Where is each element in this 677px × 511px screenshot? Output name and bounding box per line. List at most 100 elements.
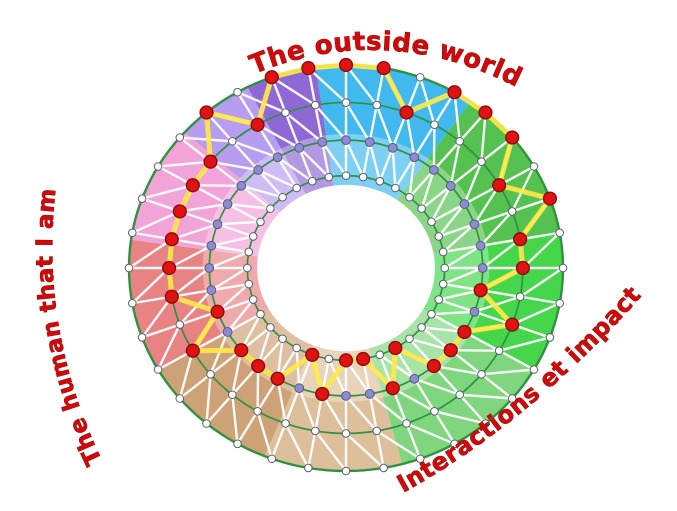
inner-lighten-band — [202, 134, 490, 402]
grid-node — [555, 298, 565, 308]
wheel-graphic — [124, 57, 568, 476]
grid-node — [375, 176, 385, 186]
grid-node — [341, 171, 351, 180]
level-node — [305, 347, 320, 362]
grid-node — [364, 137, 375, 147]
grid-node — [438, 247, 448, 257]
grid-node — [244, 279, 254, 289]
grid-node — [202, 419, 211, 428]
grid-node — [127, 298, 137, 308]
grid-node — [153, 162, 163, 171]
grid-node — [253, 165, 264, 175]
level-node — [264, 70, 279, 85]
grid-node — [428, 165, 439, 175]
grid-node — [427, 217, 436, 227]
grid-node — [529, 162, 539, 171]
sector-violet — [184, 87, 306, 213]
grid-node — [272, 152, 283, 163]
grid-node — [402, 419, 411, 428]
grid-node — [415, 454, 425, 464]
grid-node — [124, 263, 134, 273]
grid-node — [137, 333, 147, 342]
level-node — [270, 371, 285, 386]
grid-node — [256, 217, 265, 227]
grid-node — [222, 327, 233, 337]
grid-node — [324, 172, 334, 182]
grid-node — [417, 323, 426, 332]
grid-node — [244, 247, 254, 257]
grid-node — [358, 172, 368, 182]
grid-node — [481, 419, 490, 428]
level-node — [210, 304, 225, 319]
grid-node — [281, 419, 290, 428]
level-node — [164, 289, 179, 304]
grid-node — [294, 142, 305, 153]
grid-node — [248, 295, 258, 304]
level-node — [399, 105, 414, 120]
grid-node — [507, 394, 517, 403]
grid-node — [324, 354, 334, 364]
sector-tan-light — [264, 345, 403, 471]
grid-node — [294, 383, 305, 394]
grid-node — [228, 390, 237, 400]
grid-node — [267, 454, 277, 464]
grid-node — [212, 219, 223, 230]
grid-node — [405, 192, 414, 202]
grid-node — [242, 263, 252, 273]
grid-node — [204, 263, 215, 273]
grid-node — [434, 232, 444, 241]
level-node — [457, 324, 472, 340]
grid-node — [278, 334, 287, 344]
grid-node — [175, 320, 185, 329]
grid-node — [310, 100, 320, 110]
level-node — [164, 232, 179, 247]
grid-node — [175, 394, 185, 403]
level-node — [385, 381, 400, 396]
grid-node — [256, 309, 265, 319]
grid-node — [477, 370, 486, 379]
grid-node — [281, 108, 290, 117]
level-node — [356, 351, 371, 367]
grid-node — [206, 285, 217, 296]
grid-node — [228, 136, 237, 146]
level-node — [376, 60, 391, 76]
grid-node — [206, 240, 217, 251]
grid-node — [372, 426, 382, 436]
grid-node — [292, 183, 301, 193]
grid-node — [253, 406, 262, 416]
grid-node — [341, 429, 351, 438]
level-node — [426, 358, 441, 374]
sector-green-dark — [397, 101, 560, 254]
grid-node — [430, 406, 439, 416]
grid-node — [266, 204, 275, 213]
grid-node — [427, 309, 436, 319]
level-node — [234, 343, 249, 358]
level-node — [473, 283, 488, 298]
grid-node — [341, 98, 351, 107]
grid-node — [455, 136, 464, 146]
grid-node — [222, 199, 233, 209]
sector-cyan — [315, 65, 471, 200]
level-node — [199, 105, 214, 120]
grid-node — [233, 87, 242, 97]
level-node — [251, 358, 266, 374]
level-node — [505, 130, 520, 145]
grid-node — [434, 295, 444, 304]
grid-node — [341, 390, 351, 401]
level-node — [315, 386, 330, 402]
grid-node — [341, 466, 351, 476]
level-node — [492, 178, 507, 193]
sector-pink — [131, 132, 280, 257]
grid-node — [438, 279, 448, 289]
grid-node — [317, 137, 328, 147]
level-node — [172, 204, 187, 219]
label-human-that-i-am: The human that I am — [32, 187, 108, 469]
grid-node — [278, 192, 287, 202]
grid-node — [307, 176, 317, 186]
level-node — [505, 317, 520, 332]
grid-node — [477, 157, 486, 166]
level-node — [513, 232, 528, 247]
grid-node — [127, 228, 137, 238]
grid-node — [405, 334, 414, 344]
